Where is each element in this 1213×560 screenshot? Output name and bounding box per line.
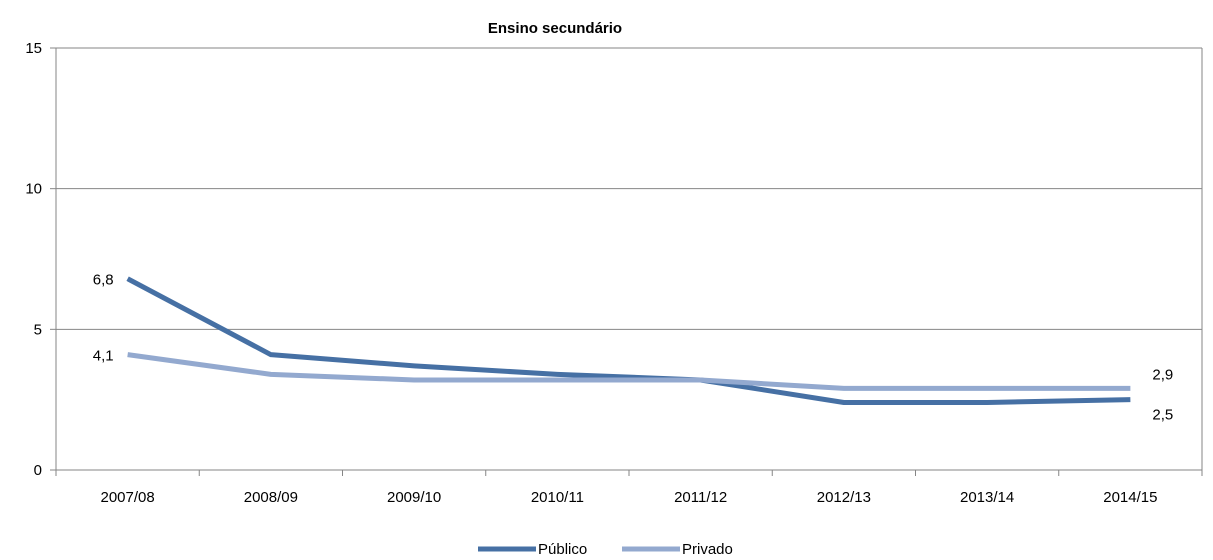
data-label: 6,8 xyxy=(93,272,114,289)
y-tick-label: 10 xyxy=(25,181,42,198)
x-tick-labels: 2007/08 2008/09 2009/10 2010/11 2011/12 2012/… xyxy=(101,489,1158,506)
y-tick-labels: 0 5 10 15 xyxy=(25,40,42,479)
x-tick-label: 2011/12 xyxy=(674,489,727,506)
x-tick-label: 2008/09 xyxy=(244,489,298,506)
series-lines xyxy=(126,276,1131,405)
legend-label-publico: Público xyxy=(538,541,587,558)
x-tick-label: 2012/13 xyxy=(817,489,871,506)
x-tick-label: 2014/15 xyxy=(1103,489,1157,506)
y-tick-label: 15 xyxy=(25,40,42,57)
x-tick-label: 2009/10 xyxy=(387,489,441,506)
data-label: 4,1 xyxy=(93,348,114,365)
y-tick-label: 0 xyxy=(34,462,42,479)
legend-label-privado: Privado xyxy=(682,541,733,558)
y-tick-label: 5 xyxy=(34,321,42,338)
series-line-privado xyxy=(127,352,1131,391)
series-line-publico xyxy=(126,276,1131,405)
axes xyxy=(50,47,1203,476)
x-tick-label: 2010/11 xyxy=(531,489,584,506)
data-label: 2,5 xyxy=(1152,407,1173,424)
data-labels: 6,8 4,1 2,9 2,5 xyxy=(93,272,1173,424)
x-tick-label: 2013/14 xyxy=(960,489,1014,506)
legend: Público Privado xyxy=(478,541,733,558)
data-label: 2,9 xyxy=(1152,366,1173,383)
gridlines xyxy=(56,47,1202,330)
chart-title: Ensino secundário xyxy=(488,20,622,37)
x-tick-label: 2007/08 xyxy=(101,489,155,506)
